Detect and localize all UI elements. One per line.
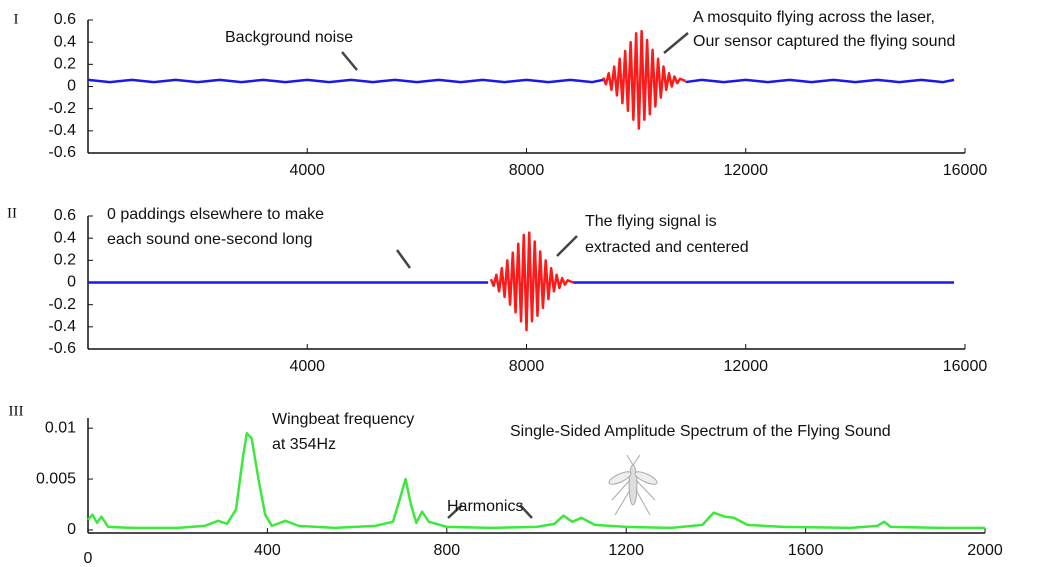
y-tick-label: -0.6 [48, 144, 76, 161]
panel-label: I [14, 11, 19, 27]
signal-line [87, 78, 955, 84]
y-tick-label: -0.6 [48, 340, 76, 357]
y-tick-label: 0.005 [36, 470, 76, 487]
x-tick-label: 12000 [724, 358, 769, 375]
x-tick-label: 8000 [509, 358, 545, 375]
x-tick-label: 400 [254, 542, 281, 559]
y-tick-label: 0.2 [54, 252, 76, 269]
x-tick-label: 800 [433, 542, 460, 559]
y-tick-label: -0.4 [48, 122, 76, 139]
y-tick-label: 0.6 [54, 11, 76, 28]
annotation: Single-Sided Amplitude Spectrum of the F… [510, 423, 891, 440]
annotation: each sound one-second long [107, 231, 313, 248]
x-tick-label: 0 [84, 550, 93, 567]
y-tick-label: 0.6 [54, 207, 76, 224]
x-tick-label: 4000 [289, 162, 325, 179]
arrow [447, 504, 463, 519]
annotation: A mosquito flying across the laser, [693, 9, 935, 26]
x-tick-label: 2000 [967, 542, 1003, 559]
annotation: Wingbeat frequency [272, 411, 414, 428]
mosquito-icon [608, 454, 658, 516]
annotation: Harmonics [447, 498, 523, 515]
annotation: The flying signal is [585, 213, 717, 230]
y-tick-label: -0.4 [48, 318, 76, 335]
x-tick-label: 12000 [724, 162, 769, 179]
x-tick-label: 8000 [509, 162, 545, 179]
signal-line [602, 29, 686, 130]
x-tick-label: 1600 [788, 542, 824, 559]
signal-line [489, 231, 574, 332]
x-tick-label: 4000 [289, 358, 325, 375]
arrow [341, 51, 358, 71]
annotation: Our sensor captured the flying sound [693, 33, 955, 50]
arrow [395, 249, 412, 269]
panel-label: III [9, 403, 24, 419]
y-tick-label: -0.2 [48, 296, 76, 313]
arrow [663, 32, 689, 54]
annotation: extracted and centered [585, 239, 749, 256]
annotation: 0 paddings elsewhere to make [107, 206, 324, 223]
annotation: at 354Hz [272, 436, 336, 453]
y-tick-label: 0 [67, 78, 76, 95]
panel-label: II [7, 205, 17, 221]
y-tick-label: 0.4 [54, 33, 76, 50]
y-tick-label: -0.2 [48, 100, 76, 117]
y-tick-label: 0 [67, 274, 76, 291]
y-tick-label: 0.2 [54, 56, 76, 73]
arrow [519, 504, 533, 519]
arrow [556, 235, 578, 257]
x-tick-label: 1200 [608, 542, 644, 559]
y-tick-label: 0.4 [54, 229, 76, 246]
x-tick-label: 16000 [943, 358, 988, 375]
x-tick-label: 16000 [943, 162, 988, 179]
y-tick-label: 0 [67, 521, 76, 538]
y-tick-label: 0.01 [45, 419, 76, 436]
signal-line [87, 432, 985, 530]
annotation: Background noise [225, 29, 353, 46]
